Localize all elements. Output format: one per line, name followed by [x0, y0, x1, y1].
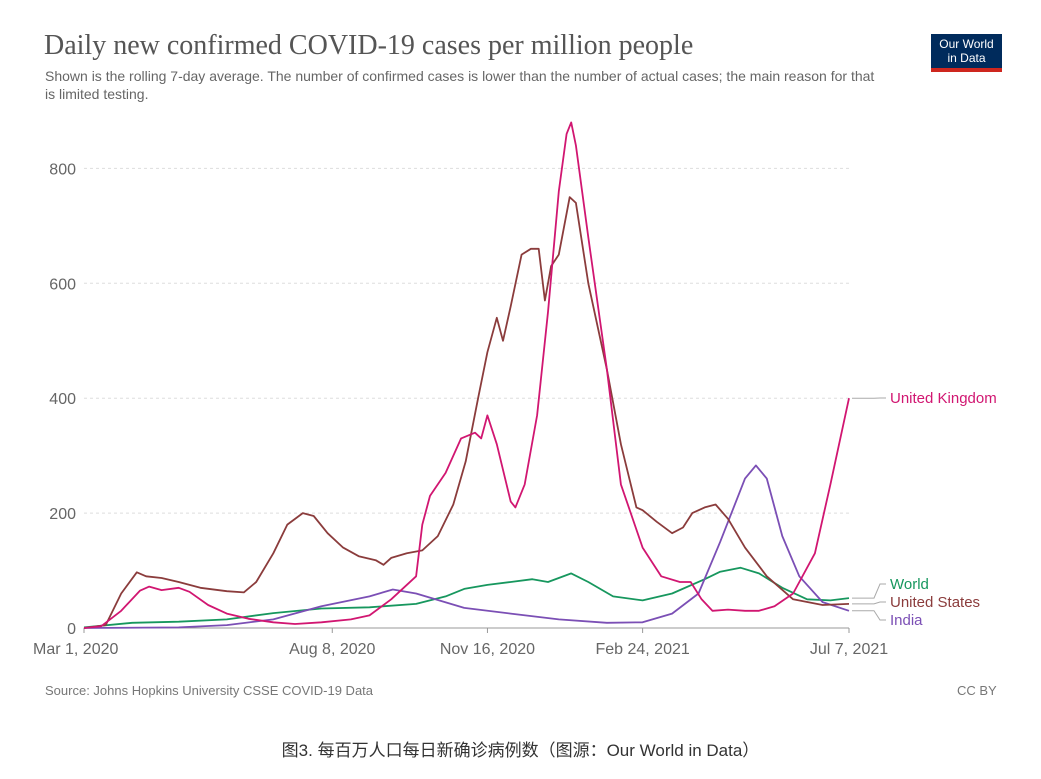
series-label-world: World	[890, 576, 929, 593]
y-tick-label: 200	[49, 506, 76, 523]
license-link[interactable]: CC BY	[957, 683, 997, 698]
series-line-world	[83, 566, 850, 629]
x-tick-label: Nov 16, 2020	[440, 641, 535, 658]
x-tick-label: Jul 7, 2021	[810, 641, 888, 658]
series-line-united-kingdom	[83, 121, 850, 629]
figure-caption: 图3. 每百万人口每日新确诊病例数（图源：Our World in Data）	[281, 741, 760, 760]
leader-line	[852, 610, 886, 621]
y-tick-label: 600	[49, 276, 76, 293]
y-tick-label: 0	[67, 621, 76, 638]
x-tick-label: Mar 1, 2020	[33, 641, 118, 658]
x-tick-label: Aug 8, 2020	[289, 641, 375, 658]
leader-line	[852, 583, 886, 599]
series-label-united-states: United States	[890, 594, 980, 611]
y-tick-label: 400	[49, 391, 76, 408]
logo-line-2: in Data	[947, 51, 986, 65]
logo-line-1: Our World	[939, 37, 994, 51]
leader-line	[852, 601, 886, 605]
source-note: Source: Johns Hopkins University CSSE CO…	[45, 683, 374, 698]
owid-logo[interactable]: Our World in Data	[931, 34, 1002, 72]
series-line-india	[83, 464, 850, 629]
series-line-united-states	[83, 196, 850, 629]
line-chart: 0 200 400 600 800 Mar 1, 2020 Aug 8, 2020 Nov 1…	[33, 121, 997, 658]
chart-subtitle: Shown is the rolling 7-day average. The …	[45, 68, 875, 102]
y-tick-label: 800	[49, 161, 76, 178]
chart-title: Daily new confirmed COVID-19 cases per m…	[44, 30, 694, 61]
series-label-united-kingdom: United Kingdom	[890, 390, 997, 407]
x-tick-label: Feb 24, 2021	[595, 641, 689, 658]
series-label-india: India	[890, 612, 923, 629]
